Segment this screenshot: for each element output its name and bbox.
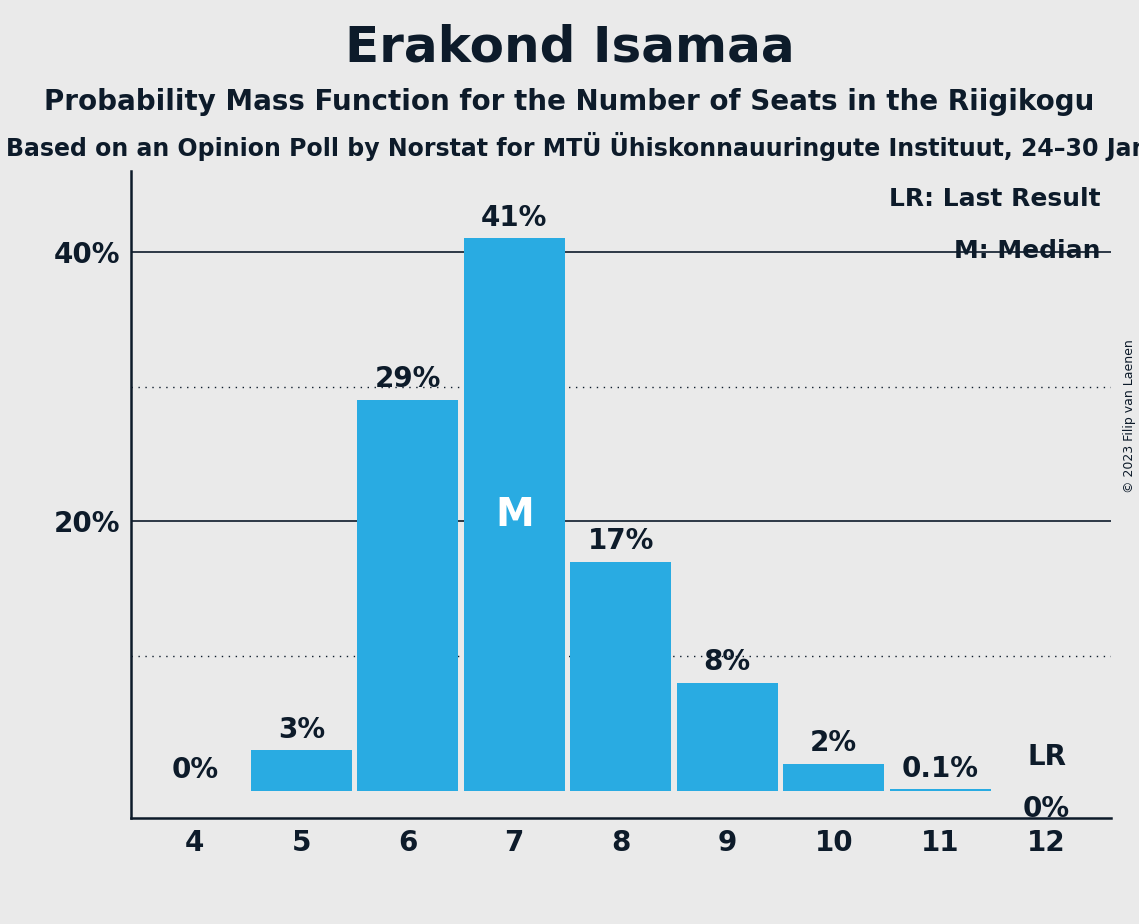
Text: LR: LR [1027, 743, 1066, 771]
Bar [890, 789, 991, 791]
Text: 8%: 8% [704, 649, 751, 676]
Text: Based on an Opinion Poll by Norstat for MTÜ Ühiskonnauuringute Instituut, 24–30 : Based on an Opinion Poll by Norstat for … [6, 132, 1139, 161]
Text: 17%: 17% [588, 527, 654, 555]
Text: M: Median: M: Median [954, 239, 1100, 262]
Text: 41%: 41% [481, 203, 548, 232]
Bar [251, 750, 352, 791]
Bar [784, 764, 884, 791]
Text: 0%: 0% [171, 756, 219, 784]
Text: LR: Last Result: LR: Last Result [890, 187, 1100, 211]
Bar [677, 683, 778, 791]
Text: Probability Mass Function for the Number of Seats in the Riigikogu: Probability Mass Function for the Number… [44, 88, 1095, 116]
Bar [358, 400, 458, 791]
Text: 29%: 29% [375, 365, 441, 394]
Bar [571, 562, 671, 791]
Text: 0%: 0% [1023, 795, 1071, 823]
Bar [464, 238, 565, 791]
Text: © 2023 Filip van Laenen: © 2023 Filip van Laenen [1123, 339, 1137, 492]
Text: 0.1%: 0.1% [902, 755, 978, 783]
Text: 2%: 2% [810, 729, 858, 757]
Text: Erakond Isamaa: Erakond Isamaa [345, 23, 794, 71]
Text: 3%: 3% [278, 715, 325, 744]
Text: M: M [495, 495, 534, 533]
